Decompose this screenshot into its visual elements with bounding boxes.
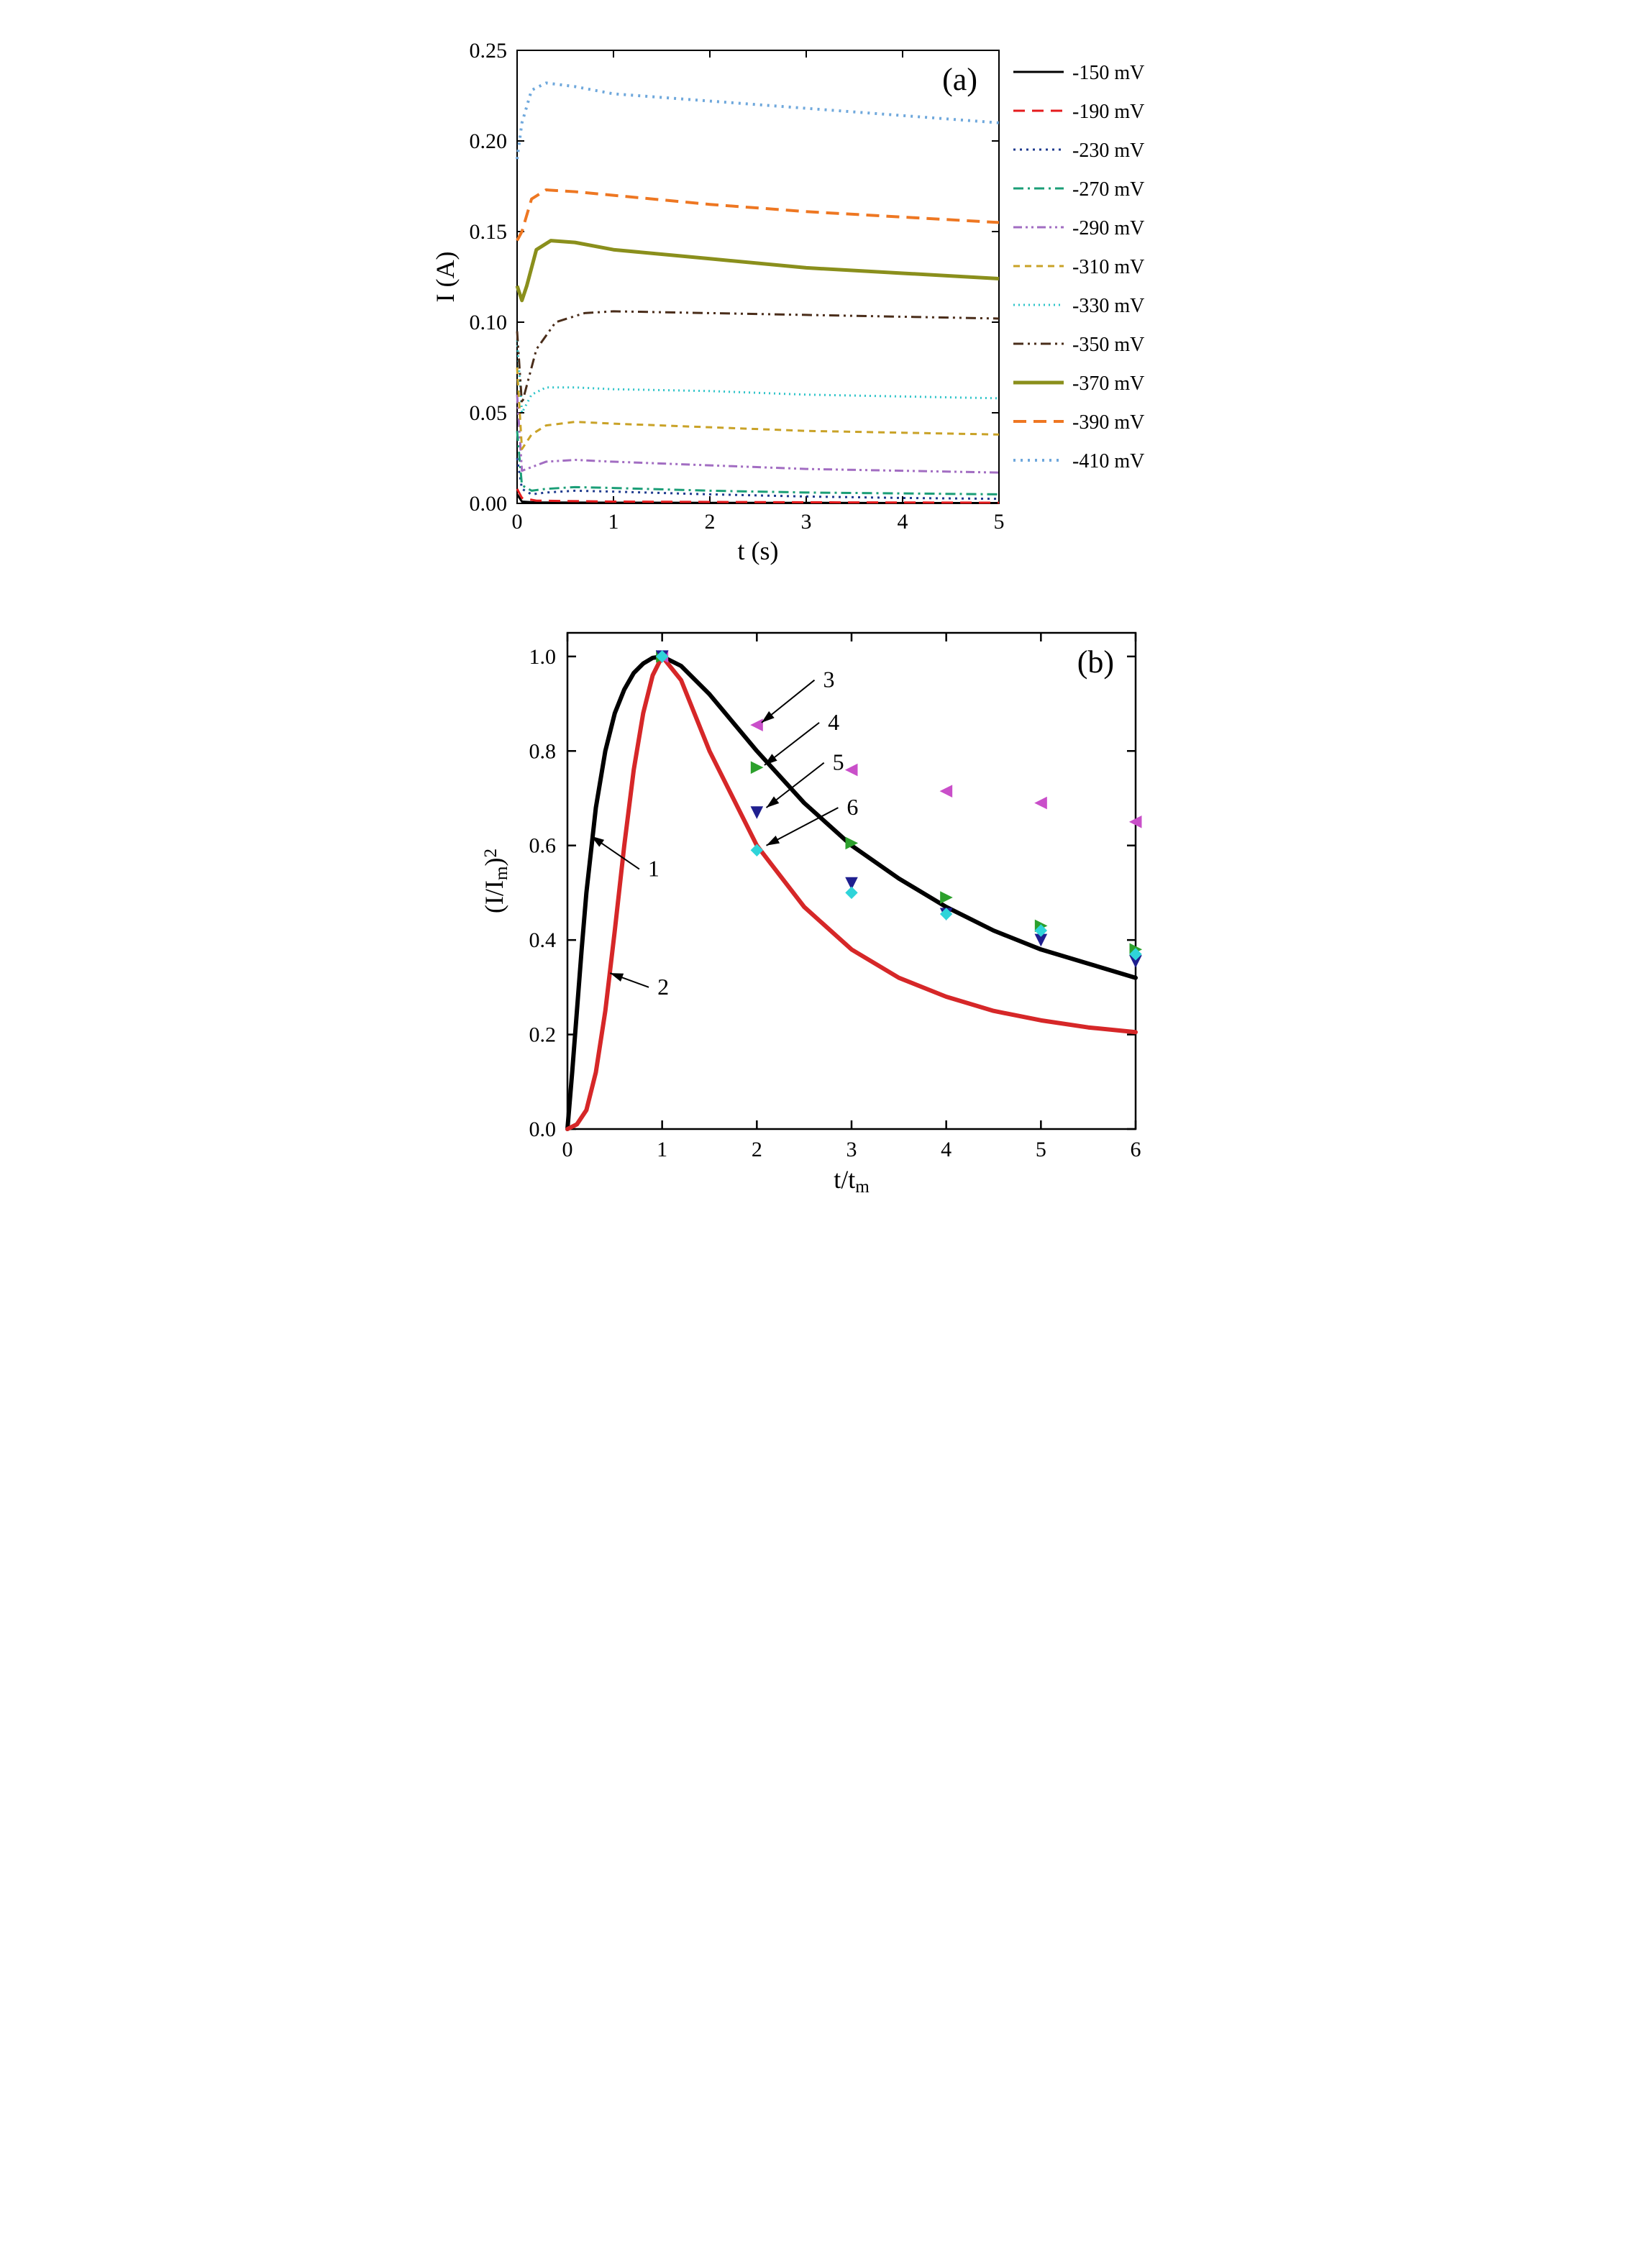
legend-label: -390 mV	[1072, 411, 1144, 434]
annotation-text: 4	[828, 709, 839, 735]
legend-label: -150 mV	[1072, 62, 1144, 84]
legend-label: -270 mV	[1072, 178, 1144, 201]
legend-label: -190 mV	[1072, 101, 1144, 123]
xtick-label: 1	[608, 510, 619, 534]
chart-b: 01234560.00.20.40.60.81.0t/tm(I/Im)21234…	[474, 611, 1179, 1201]
ytick-label: 0.25	[469, 39, 507, 63]
legend-label: -290 mV	[1072, 217, 1144, 239]
xtick-label: 4	[941, 1138, 952, 1161]
ylabel: (I/Im)2	[480, 849, 511, 913]
ytick-label: 0.8	[529, 739, 556, 763]
xtick-label: 0	[562, 1138, 572, 1161]
ylabel: I (A)	[431, 252, 460, 303]
panel-a: 0 1 2 3 4 5 0.00 0.05 0.10 0.15 0.20 0.25 t (s) I (A)…	[431, 29, 1222, 568]
legend-label: -330 mV	[1072, 295, 1144, 317]
panel-label: (a)	[942, 62, 977, 97]
xtick-label: 6	[1130, 1138, 1141, 1161]
xtick-label: 2	[751, 1138, 762, 1161]
annotation-text: 3	[823, 667, 834, 693]
ytick-label: 0.2	[529, 1023, 556, 1047]
ytick-label: 1.0	[529, 645, 556, 669]
figure-container: 0123450.000.050.100.150.200.25t (s)I (A)…	[29, 29, 1623, 1201]
xtick-label: 3	[800, 510, 811, 534]
ytick-label: 0.15	[469, 220, 507, 244]
legend-label: -310 mV	[1072, 256, 1144, 278]
ytick-label: 0.20	[469, 129, 507, 153]
annotation-text: 2	[657, 974, 669, 1000]
panel-label: (b)	[1077, 644, 1113, 680]
ytick-label: 0.00	[469, 492, 507, 516]
xtick-label: 2	[704, 510, 715, 534]
xlabel: t/tm	[834, 1165, 870, 1197]
ytick-label: 0.10	[469, 311, 507, 334]
xtick-label: 5	[993, 510, 1004, 534]
annotation-text: 1	[647, 856, 659, 882]
ytick-label: 0.05	[469, 401, 507, 425]
panel-b: 01234560.00.20.40.60.81.0t/tm(I/Im)21234…	[474, 611, 1179, 1201]
annotation-text: 5	[832, 749, 844, 775]
legend-label: -230 mV	[1072, 140, 1144, 162]
xtick-label: 3	[846, 1138, 857, 1161]
ytick-label: 0.0	[529, 1118, 556, 1141]
xlabel: t (s)	[737, 536, 778, 565]
legend-label: -370 mV	[1072, 373, 1144, 395]
xtick-label: 0	[511, 510, 522, 534]
xtick-label: 1	[657, 1138, 667, 1161]
legend-label: -410 mV	[1072, 450, 1144, 472]
xtick-label: 4	[897, 510, 908, 534]
legend-label: -350 mV	[1072, 334, 1144, 356]
chart-a: 0 1 2 3 4 5 0.00 0.05 0.10 0.15 0.20 0.25 t (s) I (A)…	[431, 29, 1222, 568]
xtick-label: 5	[1035, 1138, 1046, 1161]
annotation-text: 6	[846, 794, 858, 820]
ytick-label: 0.4	[529, 928, 556, 952]
ytick-label: 0.6	[529, 834, 556, 858]
